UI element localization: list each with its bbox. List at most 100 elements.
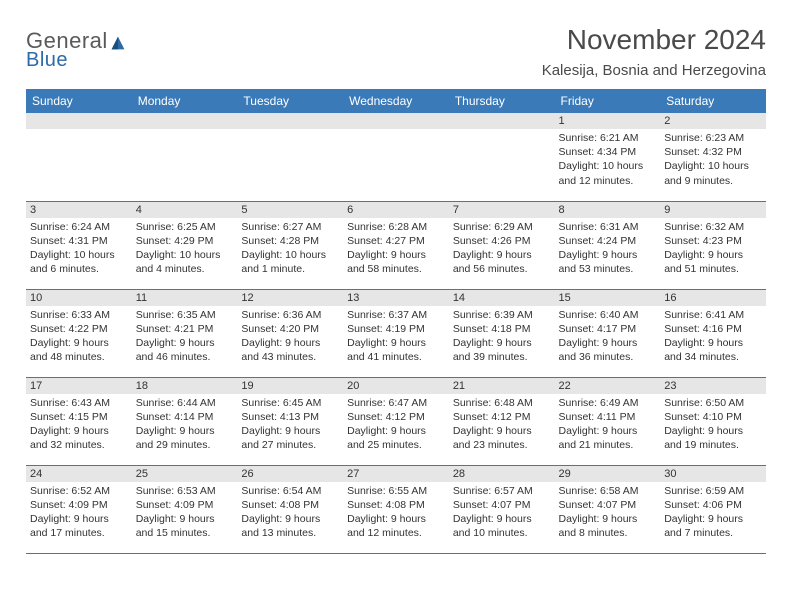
sunset: Sunset: 4:15 PM (30, 410, 128, 424)
day-data: Sunrise: 6:27 AMSunset: 4:28 PMDaylight:… (237, 218, 343, 283)
day-cell: 4Sunrise: 6:25 AMSunset: 4:29 PMDaylight… (132, 201, 238, 289)
sunset: Sunset: 4:27 PM (347, 234, 445, 248)
day-cell: 2Sunrise: 6:23 AMSunset: 4:32 PMDaylight… (660, 113, 766, 201)
sunrise: Sunrise: 6:53 AM (136, 484, 234, 498)
daylight: Daylight: 9 hours and 58 minutes. (347, 248, 445, 276)
daylight: Daylight: 9 hours and 36 minutes. (559, 336, 657, 364)
day-cell: 30Sunrise: 6:59 AMSunset: 4:06 PMDayligh… (660, 465, 766, 553)
day-number: 22 (555, 378, 661, 394)
day-number: 21 (449, 378, 555, 394)
dow-wednesday: Wednesday (343, 89, 449, 113)
day-cell: 20Sunrise: 6:47 AMSunset: 4:12 PMDayligh… (343, 377, 449, 465)
daylight: Daylight: 9 hours and 19 minutes. (664, 424, 762, 452)
sunset: Sunset: 4:16 PM (664, 322, 762, 336)
day-cell: 6Sunrise: 6:28 AMSunset: 4:27 PMDaylight… (343, 201, 449, 289)
sunrise: Sunrise: 6:24 AM (30, 220, 128, 234)
day-number: 4 (132, 202, 238, 218)
sunset: Sunset: 4:34 PM (559, 145, 657, 159)
day-number: 15 (555, 290, 661, 306)
sunset: Sunset: 4:23 PM (664, 234, 762, 248)
sunset: Sunset: 4:20 PM (241, 322, 339, 336)
daylight: Daylight: 9 hours and 15 minutes. (136, 512, 234, 540)
title-block: November 2024 Kalesija, Bosnia and Herze… (542, 24, 766, 79)
day-data: Sunrise: 6:52 AMSunset: 4:09 PMDaylight:… (26, 482, 132, 547)
day-data: Sunrise: 6:43 AMSunset: 4:15 PMDaylight:… (26, 394, 132, 459)
day-data: Sunrise: 6:31 AMSunset: 4:24 PMDaylight:… (555, 218, 661, 283)
sunset: Sunset: 4:07 PM (453, 498, 551, 512)
daylight: Daylight: 9 hours and 12 minutes. (347, 512, 445, 540)
day-number: 20 (343, 378, 449, 394)
day-cell: 15Sunrise: 6:40 AMSunset: 4:17 PMDayligh… (555, 289, 661, 377)
daylight: Daylight: 9 hours and 23 minutes. (453, 424, 551, 452)
daylight: Daylight: 9 hours and 17 minutes. (30, 512, 128, 540)
daylight: Daylight: 10 hours and 9 minutes. (664, 159, 762, 187)
daylight: Daylight: 9 hours and 51 minutes. (664, 248, 762, 276)
day-cell: 23Sunrise: 6:50 AMSunset: 4:10 PMDayligh… (660, 377, 766, 465)
day-number: 9 (660, 202, 766, 218)
sunrise: Sunrise: 6:52 AM (30, 484, 128, 498)
day-cell (343, 113, 449, 201)
day-cell: 11Sunrise: 6:35 AMSunset: 4:21 PMDayligh… (132, 289, 238, 377)
sunset: Sunset: 4:22 PM (30, 322, 128, 336)
sunset: Sunset: 4:28 PM (241, 234, 339, 248)
dow-monday: Monday (132, 89, 238, 113)
day-number: 28 (449, 466, 555, 482)
day-cell: 21Sunrise: 6:48 AMSunset: 4:12 PMDayligh… (449, 377, 555, 465)
daylight: Daylight: 9 hours and 32 minutes. (30, 424, 128, 452)
sunrise: Sunrise: 6:55 AM (347, 484, 445, 498)
daylight: Daylight: 10 hours and 12 minutes. (559, 159, 657, 187)
sunset: Sunset: 4:32 PM (664, 145, 762, 159)
sunrise: Sunrise: 6:44 AM (136, 396, 234, 410)
sunset: Sunset: 4:14 PM (136, 410, 234, 424)
day-data: Sunrise: 6:41 AMSunset: 4:16 PMDaylight:… (660, 306, 766, 371)
sunset: Sunset: 4:21 PM (136, 322, 234, 336)
day-number: 7 (449, 202, 555, 218)
day-number: 8 (555, 202, 661, 218)
empty-daynum (237, 113, 343, 129)
sunset: Sunset: 4:06 PM (664, 498, 762, 512)
day-data: Sunrise: 6:58 AMSunset: 4:07 PMDaylight:… (555, 482, 661, 547)
daylight: Daylight: 9 hours and 29 minutes. (136, 424, 234, 452)
sunrise: Sunrise: 6:43 AM (30, 396, 128, 410)
daylight: Daylight: 9 hours and 56 minutes. (453, 248, 551, 276)
sunrise: Sunrise: 6:21 AM (559, 131, 657, 145)
daylight: Daylight: 9 hours and 21 minutes. (559, 424, 657, 452)
sunset: Sunset: 4:12 PM (347, 410, 445, 424)
sunset: Sunset: 4:13 PM (241, 410, 339, 424)
month-title: November 2024 (542, 24, 766, 56)
day-cell: 18Sunrise: 6:44 AMSunset: 4:14 PMDayligh… (132, 377, 238, 465)
dow-friday: Friday (555, 89, 661, 113)
daylight: Daylight: 9 hours and 41 minutes. (347, 336, 445, 364)
day-number: 14 (449, 290, 555, 306)
day-number: 27 (343, 466, 449, 482)
daylight: Daylight: 10 hours and 6 minutes. (30, 248, 128, 276)
week-row: 1Sunrise: 6:21 AMSunset: 4:34 PMDaylight… (26, 113, 766, 201)
sunrise: Sunrise: 6:25 AM (136, 220, 234, 234)
day-data: Sunrise: 6:55 AMSunset: 4:08 PMDaylight:… (343, 482, 449, 547)
daylight: Daylight: 9 hours and 53 minutes. (559, 248, 657, 276)
daylight: Daylight: 9 hours and 27 minutes. (241, 424, 339, 452)
sunrise: Sunrise: 6:28 AM (347, 220, 445, 234)
day-number: 19 (237, 378, 343, 394)
day-data: Sunrise: 6:49 AMSunset: 4:11 PMDaylight:… (555, 394, 661, 459)
day-data: Sunrise: 6:50 AMSunset: 4:10 PMDaylight:… (660, 394, 766, 459)
day-data: Sunrise: 6:25 AMSunset: 4:29 PMDaylight:… (132, 218, 238, 283)
sunset: Sunset: 4:08 PM (347, 498, 445, 512)
daylight: Daylight: 9 hours and 25 minutes. (347, 424, 445, 452)
sunset: Sunset: 4:17 PM (559, 322, 657, 336)
week-row: 3Sunrise: 6:24 AMSunset: 4:31 PMDaylight… (26, 201, 766, 289)
sunset: Sunset: 4:09 PM (30, 498, 128, 512)
day-data: Sunrise: 6:57 AMSunset: 4:07 PMDaylight:… (449, 482, 555, 547)
day-cell: 27Sunrise: 6:55 AMSunset: 4:08 PMDayligh… (343, 465, 449, 553)
day-number: 10 (26, 290, 132, 306)
day-of-week-row: SundayMondayTuesdayWednesdayThursdayFrid… (26, 89, 766, 113)
day-number: 25 (132, 466, 238, 482)
day-cell: 28Sunrise: 6:57 AMSunset: 4:07 PMDayligh… (449, 465, 555, 553)
sunset: Sunset: 4:19 PM (347, 322, 445, 336)
day-number: 5 (237, 202, 343, 218)
day-cell: 17Sunrise: 6:43 AMSunset: 4:15 PMDayligh… (26, 377, 132, 465)
sunset: Sunset: 4:08 PM (241, 498, 339, 512)
day-cell: 12Sunrise: 6:36 AMSunset: 4:20 PMDayligh… (237, 289, 343, 377)
sunset: Sunset: 4:12 PM (453, 410, 551, 424)
day-cell: 22Sunrise: 6:49 AMSunset: 4:11 PMDayligh… (555, 377, 661, 465)
